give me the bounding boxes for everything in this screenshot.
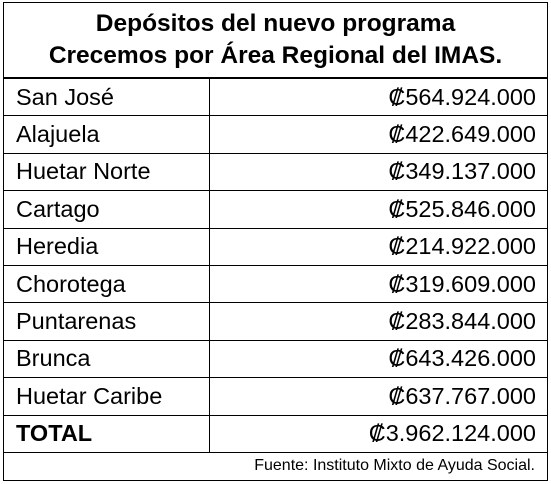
table-row: Chorotega ₡319.609.000	[4, 265, 547, 304]
region-amount: ₡564.924.000	[388, 83, 536, 110]
region-amount: ₡214.922.000	[388, 233, 536, 260]
region-name: Cartago	[4, 191, 210, 228]
region-amount: ₡643.426.000	[388, 345, 536, 372]
total-row: TOTAL ₡3.962.124.000	[4, 415, 547, 453]
region-name: Chorotega	[4, 265, 210, 303]
region-name: Heredia	[4, 228, 210, 265]
table-title-line-2: Crecemos por Área Regional del IMAS.	[48, 42, 503, 69]
total-label: TOTAL	[4, 415, 210, 452]
region-name: Huetar Norte	[4, 153, 210, 191]
source-note: Fuente: Instituto Mixto de Ayuda Social.	[254, 457, 535, 475]
region-amount: ₡319.609.000	[388, 270, 536, 297]
table-body: San José ₡564.924.000 Alajuela ₡422.649.…	[4, 79, 547, 453]
table-row: Heredia ₡214.922.000	[4, 228, 547, 266]
region-amount: ₡283.844.000	[388, 308, 536, 335]
region-name: Brunca	[4, 340, 210, 378]
table-row: Huetar Norte ₡349.137.000	[4, 153, 547, 192]
deposits-table: Depósitos del nuevo programa Crecemos po…	[3, 2, 548, 481]
region-name: Huetar Caribe	[4, 378, 210, 415]
table-row: Puntarenas ₡283.844.000	[4, 303, 547, 341]
region-name: Alajuela	[4, 116, 210, 153]
region-name: Puntarenas	[4, 303, 210, 340]
region-amount: ₡422.649.000	[388, 121, 536, 148]
region-amount: ₡637.767.000	[388, 382, 536, 409]
table-row: Huetar Caribe ₡637.767.000	[4, 378, 547, 416]
table-row: Cartago ₡525.846.000	[4, 191, 547, 229]
total-amount: ₡3.962.124.000	[368, 420, 536, 447]
table-row: Alajuela ₡422.649.000	[4, 116, 547, 154]
region-amount: ₡525.846.000	[388, 195, 536, 222]
table-title-line-1: Depósitos del nuevo programa	[95, 10, 456, 37]
table-row: Brunca ₡643.426.000	[4, 340, 547, 379]
table-row: San José ₡564.924.000	[4, 79, 547, 117]
region-name: San José	[4, 79, 210, 116]
region-amount: ₡349.137.000	[388, 158, 536, 185]
table-title: Depósitos del nuevo programa Crecemos po…	[4, 3, 547, 79]
